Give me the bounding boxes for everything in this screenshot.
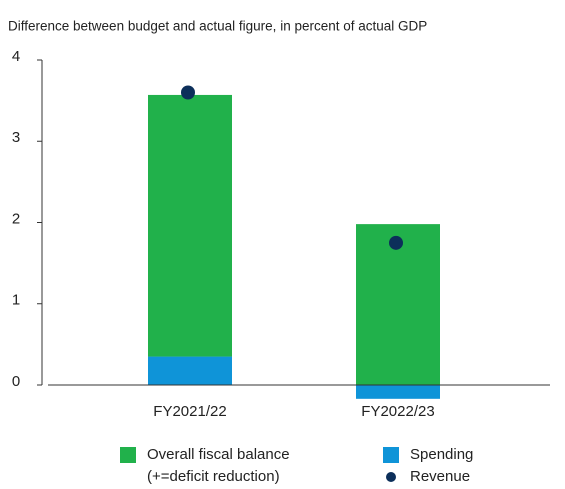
dot <box>389 235 403 250</box>
x-tick-label: FY2021/22 <box>153 403 226 420</box>
legend-dot <box>386 472 396 482</box>
dot <box>181 85 195 100</box>
y-tick-label: 4 <box>12 48 20 65</box>
x-tick-label: FY2022/23 <box>361 403 434 420</box>
chart-title: Difference between budget and actual fig… <box>8 19 427 34</box>
legend-label: Spending <box>410 446 473 463</box>
legend-swatch <box>120 447 136 463</box>
y-tick-label: 3 <box>12 129 20 146</box>
legend-label: Revenue <box>410 468 470 485</box>
y-tick-label: 2 <box>12 210 20 227</box>
legend-swatch <box>383 447 399 463</box>
bar <box>148 94 232 357</box>
bar <box>356 224 440 385</box>
bar <box>356 385 440 399</box>
bar <box>148 356 232 385</box>
y-tick-label: 0 <box>12 373 20 390</box>
y-tick-label: 1 <box>12 292 20 309</box>
legend-label: Overall fiscal balance (+=deficit reducti… <box>147 446 290 485</box>
